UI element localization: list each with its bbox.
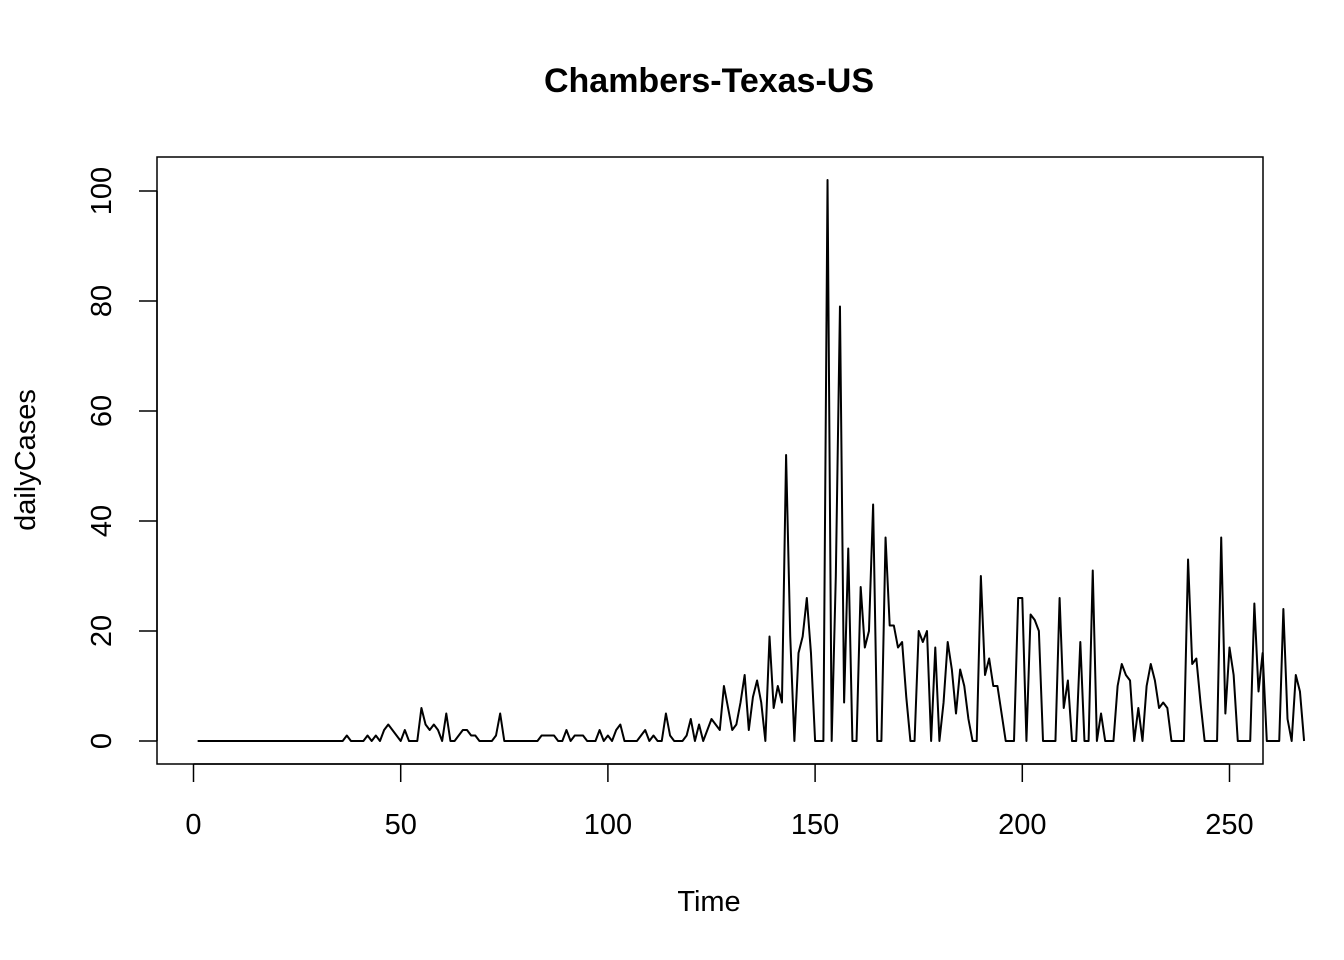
x-tick-label: 100: [584, 809, 632, 841]
x-tick-label: 50: [385, 809, 417, 841]
y-axis-label: dailyCases: [10, 389, 42, 531]
y-tick-label: 0: [86, 733, 118, 749]
series-layer: [197, 179, 1306, 742]
x-tick-label: 200: [998, 809, 1046, 841]
y-tick-label: 100: [86, 167, 118, 215]
x-tick-label: 250: [1205, 809, 1253, 841]
x-axis-label: Time: [677, 886, 740, 918]
x-tick-label: 0: [185, 809, 201, 841]
y-axis: 0 20 40 60 80 100: [86, 167, 158, 749]
y-tick-label: 80: [86, 285, 118, 317]
chart-title: Chambers-Texas-US: [544, 62, 874, 100]
x-axis: 0 50 100 150 200 250: [185, 763, 1254, 841]
y-tick-label: 60: [86, 395, 118, 427]
series-line-0: [197, 179, 1306, 742]
y-tick-label: 40: [86, 505, 118, 537]
x-tick-label: 150: [791, 809, 839, 841]
y-tick-label: 20: [86, 615, 118, 647]
